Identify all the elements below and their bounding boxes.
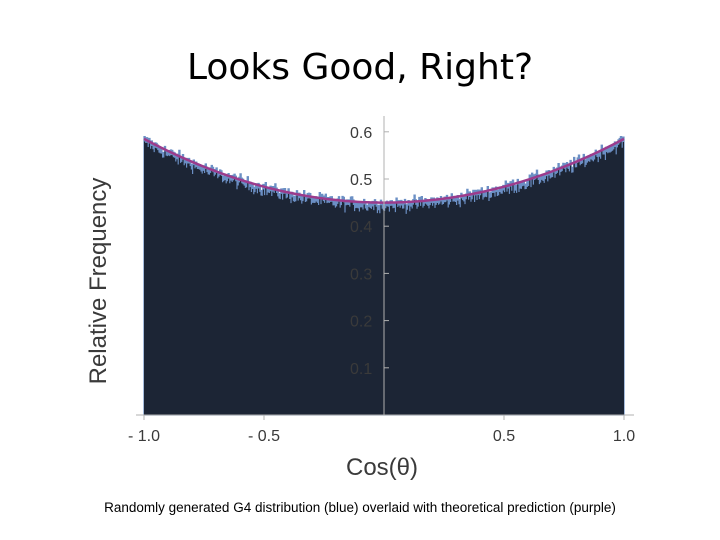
y-tick-label: 0.3 — [350, 266, 372, 283]
y-tick-label: 0.1 — [350, 361, 372, 378]
figure-caption: Randomly generated G4 distribution (blue… — [104, 500, 616, 515]
y-tick-label: 0.4 — [350, 219, 372, 236]
x-axis-title: Cos(θ) — [346, 454, 418, 481]
y-tick-label: 0.6 — [350, 125, 372, 142]
y-axis-title: Relative Frequency — [85, 178, 112, 385]
x-tick-label: - 1.0 — [128, 428, 160, 445]
slide-title: Looks Good, Right? — [186, 47, 534, 88]
y-tick-label: 0.2 — [350, 314, 372, 331]
y-tick-label: 0.5 — [350, 172, 372, 189]
x-tick-label: 1.0 — [613, 428, 635, 445]
x-tick-label: - 0.5 — [248, 428, 280, 445]
x-tick-label: 0.5 — [493, 428, 515, 445]
